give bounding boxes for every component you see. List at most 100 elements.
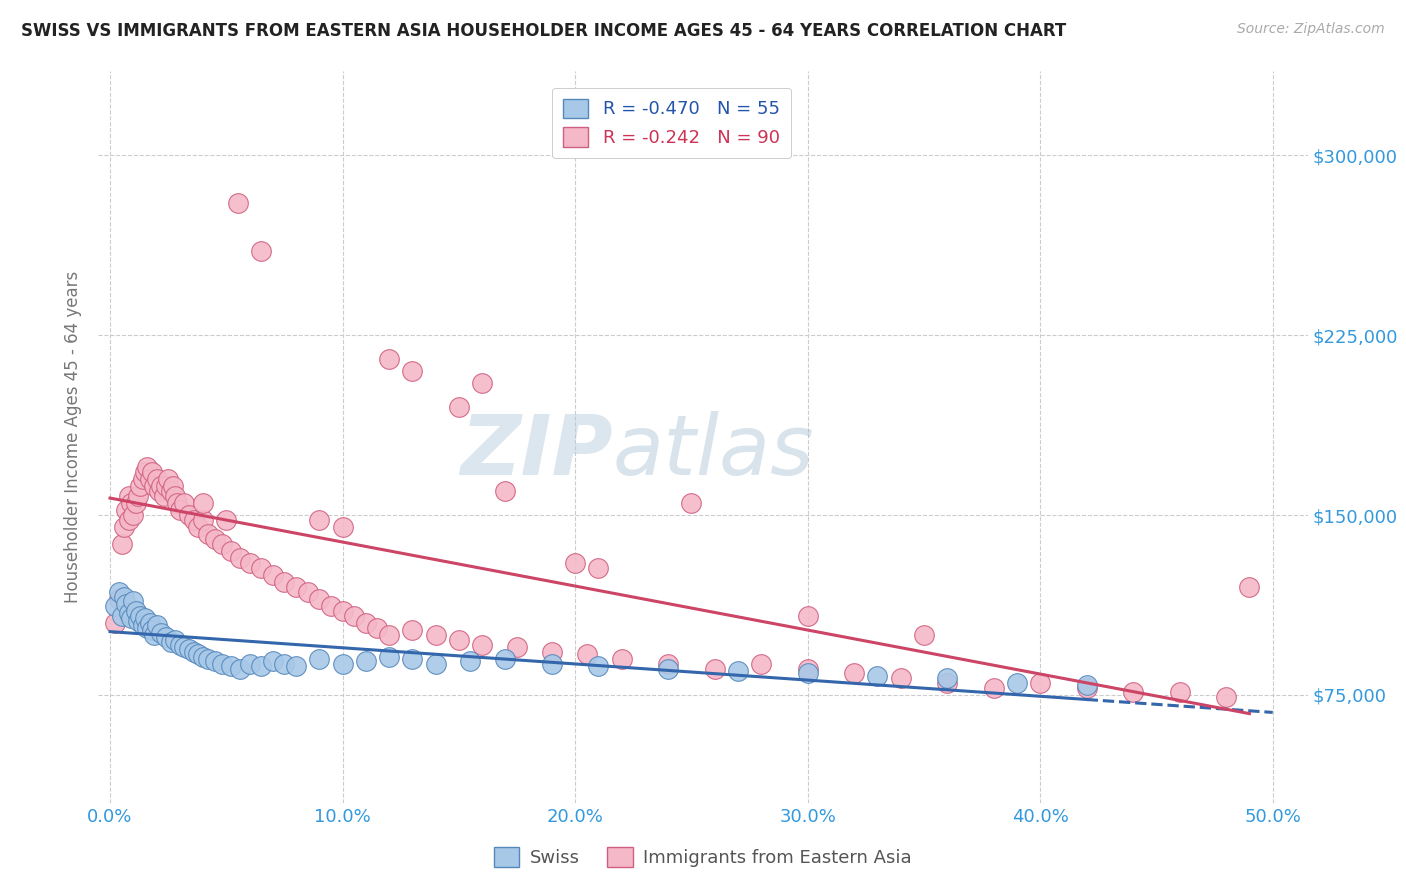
Point: [226, 196, 249, 211]
Point: [115, 597, 138, 611]
Point: [152, 489, 174, 503]
Point: [150, 625, 173, 640]
Point: [447, 632, 470, 647]
Point: [229, 661, 252, 675]
Point: [165, 632, 187, 647]
Point: [447, 400, 470, 414]
Point: [187, 647, 209, 661]
Point: [122, 594, 145, 608]
Point: [703, 661, 725, 675]
Point: [796, 661, 818, 675]
Point: [575, 647, 598, 661]
Point: [165, 489, 187, 503]
Y-axis label: Householder Income Ages 45 - 64 years: Householder Income Ages 45 - 64 years: [63, 271, 82, 603]
Point: [104, 599, 127, 614]
Point: [285, 580, 308, 594]
Point: [1168, 685, 1191, 699]
Point: [540, 645, 562, 659]
Point: [115, 503, 138, 517]
Point: [122, 508, 145, 522]
Point: [866, 669, 889, 683]
Point: [657, 661, 679, 675]
Point: [129, 608, 152, 623]
Point: [610, 652, 633, 666]
Point: [273, 575, 295, 590]
Point: [1005, 676, 1028, 690]
Point: [187, 520, 209, 534]
Point: [104, 615, 127, 630]
Point: [796, 608, 818, 623]
Point: [471, 638, 494, 652]
Point: [250, 244, 273, 259]
Point: [179, 642, 201, 657]
Point: [285, 659, 308, 673]
Point: [332, 657, 354, 671]
Point: [366, 621, 388, 635]
Point: [127, 489, 149, 503]
Point: [273, 657, 295, 671]
Point: [112, 520, 135, 534]
Point: [1239, 580, 1261, 594]
Point: [191, 496, 214, 510]
Point: [111, 608, 134, 623]
Point: [262, 654, 284, 668]
Point: [173, 640, 195, 654]
Point: [471, 376, 494, 391]
Point: [378, 352, 401, 367]
Point: [657, 657, 679, 671]
Point: [143, 479, 166, 493]
Point: [141, 465, 163, 479]
Point: [332, 520, 354, 534]
Point: [1215, 690, 1237, 705]
Legend: Swiss, Immigrants from Eastern Asia: Swiss, Immigrants from Eastern Asia: [486, 839, 920, 874]
Point: [120, 611, 142, 625]
Point: [145, 618, 167, 632]
Point: [108, 584, 131, 599]
Point: [124, 496, 146, 510]
Point: [211, 657, 233, 671]
Point: [1076, 681, 1098, 695]
Point: [108, 591, 131, 606]
Point: [129, 479, 152, 493]
Point: [150, 479, 173, 493]
Point: [681, 496, 703, 510]
Point: [506, 640, 529, 654]
Point: [332, 604, 354, 618]
Point: [343, 608, 366, 623]
Point: [169, 638, 191, 652]
Point: [134, 611, 156, 625]
Point: [890, 671, 912, 685]
Point: [250, 561, 273, 575]
Point: [145, 472, 167, 486]
Point: [136, 621, 159, 635]
Point: [215, 513, 238, 527]
Point: [197, 652, 219, 666]
Legend: R = -0.470   N = 55, R = -0.242   N = 90: R = -0.470 N = 55, R = -0.242 N = 90: [553, 87, 790, 158]
Point: [219, 659, 242, 673]
Point: [308, 591, 330, 606]
Point: [204, 654, 226, 668]
Point: [239, 556, 262, 570]
Point: [425, 628, 447, 642]
Point: [148, 483, 170, 498]
Point: [120, 496, 142, 510]
Point: [162, 479, 184, 493]
Text: SWISS VS IMMIGRANTS FROM EASTERN ASIA HOUSEHOLDER INCOME AGES 45 - 64 YEARS CORR: SWISS VS IMMIGRANTS FROM EASTERN ASIA HO…: [21, 22, 1066, 40]
Point: [204, 532, 226, 546]
Point: [183, 513, 205, 527]
Point: [727, 664, 749, 678]
Point: [197, 527, 219, 541]
Point: [134, 465, 156, 479]
Text: atlas: atlas: [613, 411, 814, 492]
Point: [112, 590, 135, 604]
Point: [308, 513, 330, 527]
Point: [936, 676, 959, 690]
Point: [136, 460, 159, 475]
Point: [796, 666, 818, 681]
Point: [540, 657, 562, 671]
Point: [118, 607, 141, 621]
Point: [262, 568, 284, 582]
Point: [1076, 678, 1098, 692]
Point: [124, 604, 146, 618]
Point: [1029, 676, 1052, 690]
